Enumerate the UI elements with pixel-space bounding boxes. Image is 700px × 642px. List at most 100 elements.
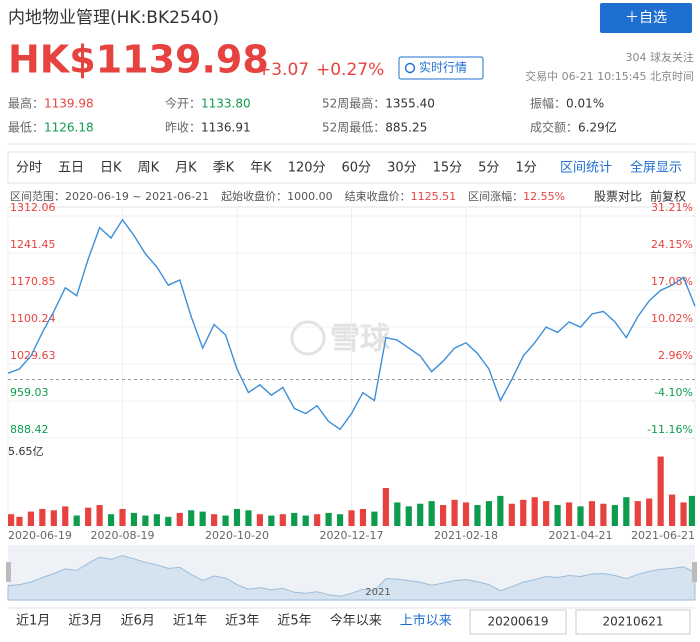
range-button[interactable]: 近3月 <box>68 614 102 629</box>
watch-button-label[interactable]: ＋自选 <box>625 10 667 26</box>
range-button[interactable]: 今年以来 <box>330 613 382 629</box>
realtime-label[interactable]: 实时行情 <box>419 60 467 75</box>
range-button[interactable]: 近3年 <box>225 614 259 629</box>
volume-bar <box>62 506 69 526</box>
volume-bar <box>531 497 538 526</box>
range-button[interactable]: 上市以来 <box>400 613 452 629</box>
y2-tick-label: 2.96% <box>658 349 693 362</box>
period-tab[interactable]: 五日 <box>58 161 84 176</box>
volume-bar <box>39 508 46 526</box>
volume-bar <box>371 511 378 526</box>
volume-bar <box>485 501 492 526</box>
period-tab[interactable]: 1分 <box>515 161 536 176</box>
volume-bar <box>211 514 218 526</box>
info-action[interactable]: 前复权 <box>650 189 686 204</box>
range-button[interactable]: 近5年 <box>277 614 311 629</box>
period-tab[interactable]: 分时 <box>16 161 42 176</box>
volume-bar <box>543 501 550 526</box>
stat-label: 昨收： <box>165 121 201 135</box>
period-tab[interactable]: 5分 <box>478 161 499 176</box>
x-tick-label: 2020-06-19 <box>8 529 72 542</box>
volume-bar <box>634 501 641 526</box>
date-input-value[interactable]: 20210621 <box>602 615 663 629</box>
period-tab[interactable]: 15分 <box>433 161 463 176</box>
tab-action[interactable]: 区间统计 <box>560 161 612 176</box>
volume-bar <box>520 499 527 526</box>
volume-bar <box>565 502 573 526</box>
x-tick-label: 2020-10-20 <box>205 529 269 542</box>
period-tab[interactable]: 60分 <box>342 161 372 176</box>
navigator-year: 2021 <box>365 587 390 598</box>
range-button[interactable]: 近1月 <box>16 614 50 629</box>
stat-value: 0.01% <box>566 97 604 111</box>
y-tick-label: 888.42 <box>10 423 49 436</box>
volume-bar <box>188 510 195 526</box>
volume-bar <box>16 516 23 526</box>
volume-bar <box>314 514 321 526</box>
stat-label: 今开： <box>165 96 201 111</box>
volume-bar <box>359 508 367 526</box>
period-tab[interactable]: 季K <box>213 161 235 176</box>
period-tab[interactable]: 周K <box>138 161 160 176</box>
y2-tick-label: -4.10% <box>654 386 693 399</box>
volume-bar <box>600 503 607 526</box>
volume-bar <box>8 514 15 526</box>
volume-tick-label: 5.65亿 <box>8 445 44 458</box>
y-tick-label: 1100.24 <box>10 312 56 325</box>
volume-bar <box>27 511 34 526</box>
volume-bar <box>680 502 687 526</box>
stat-label: 成交额： <box>530 120 578 135</box>
date-input[interactable] <box>575 609 691 635</box>
stat-value: 885.25 <box>385 121 427 135</box>
watch-button[interactable] <box>600 3 692 33</box>
info-value: 1125.51 <box>411 190 457 203</box>
date-input-value[interactable]: 20200619 <box>487 615 548 629</box>
volume-bar <box>199 511 206 526</box>
period-tab[interactable]: 30分 <box>387 161 417 176</box>
info-value: 2020-06-19 ~ 2021-06-21 <box>65 190 209 203</box>
volume-bar <box>176 512 183 526</box>
navigator-handle[interactable] <box>6 562 11 582</box>
period-tab[interactable]: 日K <box>100 161 122 176</box>
stat-label: 52周最低： <box>322 121 385 135</box>
tab-action[interactable]: 全屏显示 <box>630 160 682 176</box>
volume-bar <box>119 508 126 526</box>
period-tab[interactable]: 月K <box>175 161 197 176</box>
y2-tick-label: 24.15% <box>651 238 693 251</box>
x-tick-label: 2020-08-19 <box>91 529 155 542</box>
x-tick-label: 2021-06-21 <box>631 529 695 542</box>
volume-bar <box>325 512 332 526</box>
volume-bar <box>394 502 401 526</box>
volume-bar <box>233 508 241 526</box>
change-pct: +0.27% <box>316 60 384 80</box>
info-label: 起始收盘价： <box>221 189 287 203</box>
volume-bar <box>577 506 584 526</box>
date-input[interactable] <box>469 609 567 635</box>
info-action[interactable]: 股票对比 <box>594 190 642 204</box>
period-tab[interactable]: 年K <box>250 161 272 176</box>
volume-bar <box>107 514 115 526</box>
realtime-button[interactable] <box>398 56 484 80</box>
volume-bar <box>142 515 149 526</box>
info-label: 区间范围： <box>10 189 65 203</box>
volume-bar <box>336 514 344 526</box>
volume-bar <box>153 514 160 526</box>
stat-value: 1126.18 <box>44 121 94 135</box>
navigator-handle[interactable] <box>692 562 697 582</box>
volume-bar <box>611 505 618 526</box>
volume-bar <box>302 515 309 526</box>
y2-tick-label: 10.02% <box>651 312 693 325</box>
status: 交易中 06-21 10:15:45 北京时间 <box>525 69 694 83</box>
range-button[interactable]: 近1年 <box>173 614 207 629</box>
y-tick-label: 1170.85 <box>10 275 56 288</box>
volume-bar <box>474 505 481 526</box>
volume-bar <box>669 494 676 526</box>
volume-bar <box>508 503 515 526</box>
volume-bar <box>417 503 424 526</box>
volume-bar <box>279 514 286 526</box>
stat-label: 最低： <box>8 121 44 135</box>
volume-bar <box>440 505 447 526</box>
range-button[interactable]: 近6月 <box>121 614 155 629</box>
period-tab[interactable]: 120分 <box>288 161 326 176</box>
